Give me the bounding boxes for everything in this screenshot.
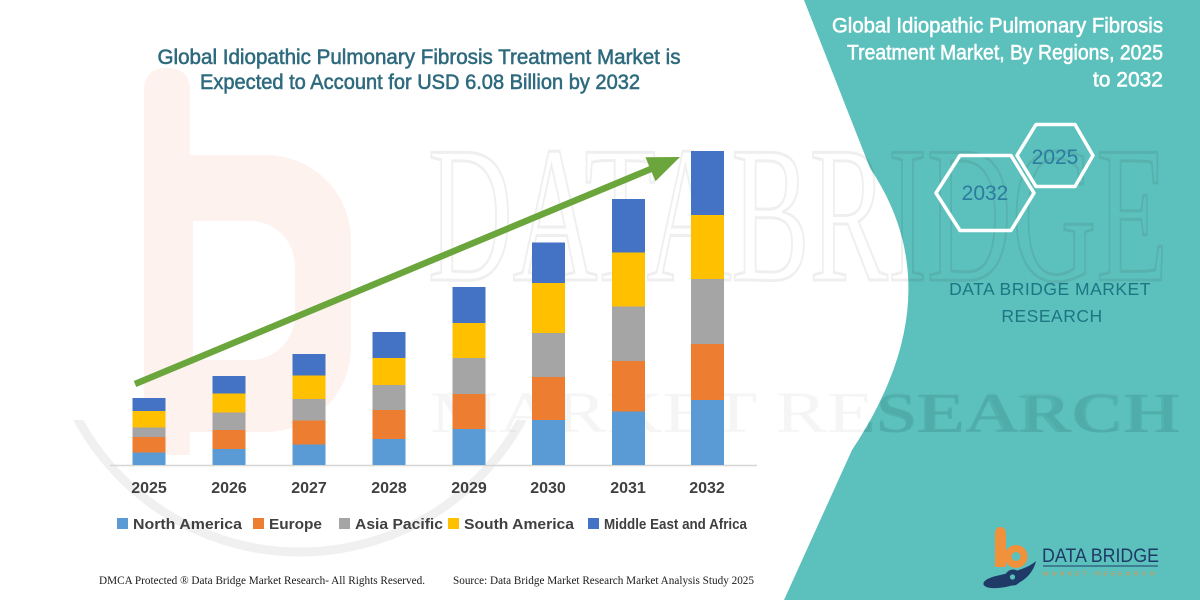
- svg-text:Europe: Europe: [269, 516, 322, 533]
- svg-text:2026: 2026: [211, 480, 247, 497]
- svg-text:2029: 2029: [451, 480, 487, 497]
- svg-text:MARKET RESEARCH: MARKET RESEARCH: [1043, 572, 1158, 578]
- svg-text:2030: 2030: [530, 480, 566, 497]
- svg-text:Source: Data Bridge Market Res: Source: Data Bridge Market Research Mark…: [453, 575, 754, 587]
- svg-text:2032: 2032: [962, 182, 1009, 205]
- svg-text:2032: 2032: [689, 480, 725, 497]
- svg-text:2025: 2025: [131, 480, 167, 497]
- svg-text:Asia Pacific: Asia Pacific: [355, 516, 443, 533]
- svg-text:South America: South America: [464, 516, 575, 533]
- svg-text:Global Idiopathic Pulmonary Fi: Global Idiopathic Pulmonary Fibrosis Tre…: [158, 46, 681, 69]
- svg-text:Middle East and Africa: Middle East and Africa: [604, 516, 748, 533]
- svg-text:2031: 2031: [610, 480, 646, 497]
- svg-text:DATA BRIDGE: DATA BRIDGE: [1042, 546, 1159, 567]
- svg-text:2025: 2025: [1032, 146, 1079, 169]
- svg-text:RESEARCH: RESEARCH: [1001, 306, 1102, 326]
- svg-text:Global Idiopathic Pulmonary Fi: Global Idiopathic Pulmonary Fibrosis: [832, 15, 1163, 38]
- svg-text:North America: North America: [133, 516, 243, 533]
- svg-text:Expected to Account for USD 6.: Expected to Account for USD 6.08 Billion…: [200, 71, 640, 94]
- svg-text:2028: 2028: [371, 480, 407, 497]
- svg-text:to 2032: to 2032: [1093, 69, 1163, 92]
- svg-text:2027: 2027: [291, 480, 327, 497]
- svg-text:DMCA Protected ® Data Bridge M: DMCA Protected ® Data Bridge Market Rese…: [99, 575, 425, 587]
- svg-text:Treatment Market, By Regions,: Treatment Market, By Regions, 2025: [847, 42, 1163, 65]
- svg-text:DATA BRIDGE MARKET: DATA BRIDGE MARKET: [949, 279, 1151, 299]
